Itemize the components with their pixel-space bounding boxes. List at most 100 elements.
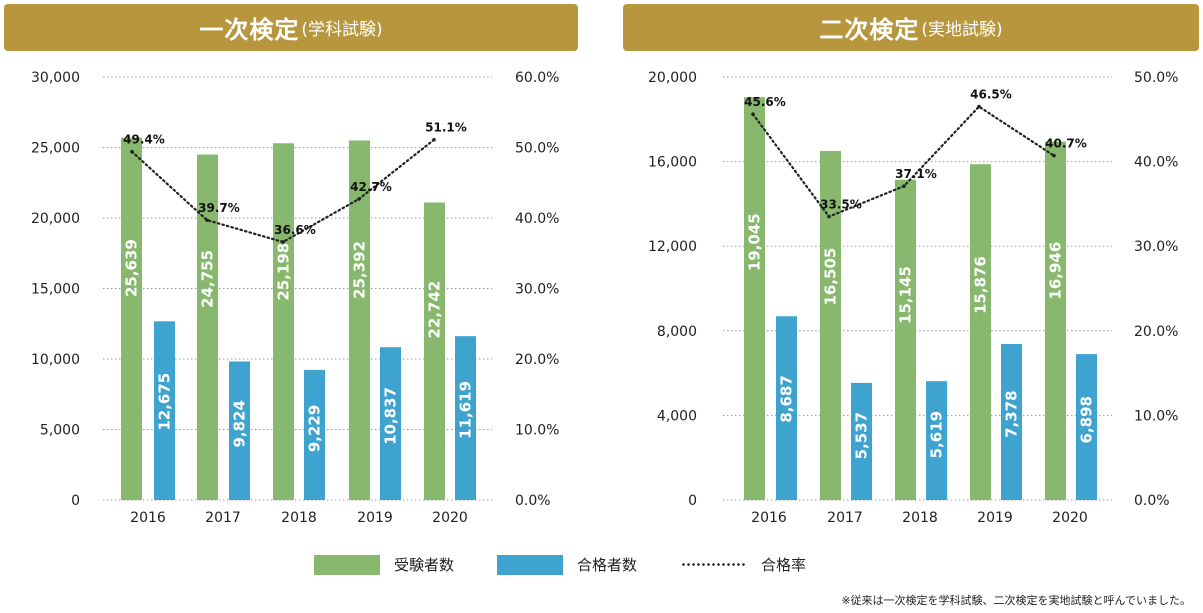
rate-point (827, 214, 831, 219)
x-tick-label: 2019 (357, 510, 393, 526)
x-tick-label: 2017 (827, 510, 863, 526)
rate-point (357, 197, 361, 201)
y-tick-label-left: 4,000 (657, 408, 697, 424)
y-tick-label-right: 20.0% (515, 352, 559, 368)
y-tick-label-right: 30.0% (515, 282, 559, 298)
bar-label-examinees: 19,045 (746, 213, 764, 271)
x-tick-label: 2020 (1052, 510, 1088, 526)
bar-label-passers: 12,675 (156, 373, 174, 431)
y-tick-label-left: 15,000 (31, 282, 80, 298)
bar-label-examinees: 15,876 (972, 256, 990, 314)
y-tick-label-right: 0.0% (515, 493, 551, 509)
bar-passers (926, 381, 947, 500)
bar-label-examinees: 22,742 (426, 281, 444, 339)
rate-label: 51.1% (425, 121, 467, 135)
bar-examinees (820, 150, 841, 500)
y-tick-label-left: 0 (688, 493, 697, 509)
bar-passers (776, 316, 797, 500)
rate-point (432, 137, 436, 142)
x-tick-label: 2019 (977, 510, 1013, 526)
bar-passers (455, 336, 476, 500)
panel-subtitle: (学科試験) (301, 20, 383, 40)
bar-examinees (1045, 141, 1066, 500)
bar-label-examinees: 24,755 (199, 250, 217, 308)
bar-examinees (349, 140, 370, 500)
bar-examinees (197, 154, 218, 501)
bar-label-examinees: 16,505 (822, 248, 840, 306)
y-tick-label-right: 40.0% (1134, 155, 1178, 171)
y-tick-label-right: 60.0% (515, 70, 559, 86)
bar-passers (1076, 354, 1097, 500)
bar-passers (229, 361, 250, 500)
y-tick-label-right: 30.0% (1134, 239, 1178, 255)
rate-label: 46.5% (970, 88, 1012, 102)
bar-passers (154, 321, 175, 500)
rate-point (205, 218, 209, 222)
rate-label: 37.1% (895, 167, 937, 181)
bar-label-examinees: 16,946 (1047, 242, 1065, 300)
bar-label-examinees: 25,198 (275, 243, 293, 301)
bar-examinees (273, 143, 294, 500)
y-tick-label-right: 40.0% (515, 211, 559, 227)
rate-point (902, 184, 906, 188)
bar-label-passers: 5,537 (853, 412, 871, 459)
legend-label: 合格者数 (577, 556, 638, 574)
y-tick-label-left: 25,000 (31, 141, 80, 157)
panel-subtitle: (実地試験) (921, 20, 1003, 40)
y-tick-label-left: 16,000 (648, 155, 697, 171)
x-tick-label: 2020 (432, 510, 468, 526)
bar-examinees (895, 179, 916, 501)
y-tick-label-right: 20.0% (1134, 324, 1178, 340)
y-tick-label-left: 12,000 (648, 239, 697, 255)
x-tick-label: 2016 (130, 510, 166, 526)
y-tick-label-right: 0.0% (1134, 493, 1170, 509)
legend-swatch-passers (497, 554, 563, 575)
bar-label-examinees: 15,145 (897, 266, 915, 324)
bar-label-passers: 5,619 (928, 411, 946, 458)
bar-label-passers: 7,378 (1003, 390, 1021, 437)
x-tick-label: 2018 (902, 510, 938, 526)
rate-label: 33.5% (820, 198, 862, 212)
rate-point (1052, 153, 1056, 158)
legend-item-examinees: 受験者数 (314, 554, 454, 575)
legend-swatch-examinees (314, 554, 380, 575)
legend: 受験者数 合格者数 合格率 (0, 554, 1203, 580)
rate-point (130, 149, 134, 154)
y-tick-label-right: 10.0% (515, 423, 559, 439)
legend-item-passers: 合格者数 (497, 554, 637, 575)
rate-label: 49.4% (123, 133, 165, 147)
legend-label: 受験者数 (394, 556, 455, 574)
rate-point (281, 240, 285, 244)
rate-label: 45.6% (744, 95, 786, 109)
bar-label-passers: 9,824 (231, 400, 249, 447)
y-tick-label-left: 20,000 (648, 70, 697, 86)
panel-header-second: 二次検定 (実地試験) (623, 4, 1199, 51)
bar-examinees (744, 97, 765, 501)
bar-passers (1001, 343, 1022, 500)
bar-passers (304, 369, 325, 500)
bar-examinees (121, 137, 142, 500)
rate-label: 39.7% (198, 201, 240, 215)
y-tick-label-left: 30,000 (31, 70, 80, 86)
legend-label: 合格率 (761, 556, 807, 574)
bar-label-passers: 8,687 (778, 375, 796, 422)
rate-label: 40.7% (1045, 137, 1087, 151)
panel-title: 二次検定 (819, 16, 920, 44)
y-tick-label-left: 8,000 (657, 324, 697, 340)
y-tick-label-right: 10.0% (1134, 408, 1178, 424)
bar-examinees (970, 164, 991, 500)
y-tick-label-right: 50.0% (1134, 70, 1178, 86)
bar-label-passers: 9,229 (306, 405, 324, 452)
y-tick-label-left: 20,000 (31, 211, 80, 227)
bar-passers (851, 382, 872, 500)
panel-title: 一次検定 (199, 16, 300, 44)
bar-label-passers: 10,837 (382, 387, 400, 445)
x-tick-label: 2017 (205, 510, 241, 526)
bar-label-passers: 11,619 (457, 381, 475, 439)
x-tick-label: 2018 (281, 510, 317, 526)
bar-label-passers: 6,898 (1078, 396, 1096, 443)
y-tick-label-left: 10,000 (31, 352, 80, 368)
bar-examinees (424, 202, 445, 501)
rate-label: 36.6% (274, 223, 316, 237)
y-tick-label-left: 5,000 (40, 423, 80, 439)
